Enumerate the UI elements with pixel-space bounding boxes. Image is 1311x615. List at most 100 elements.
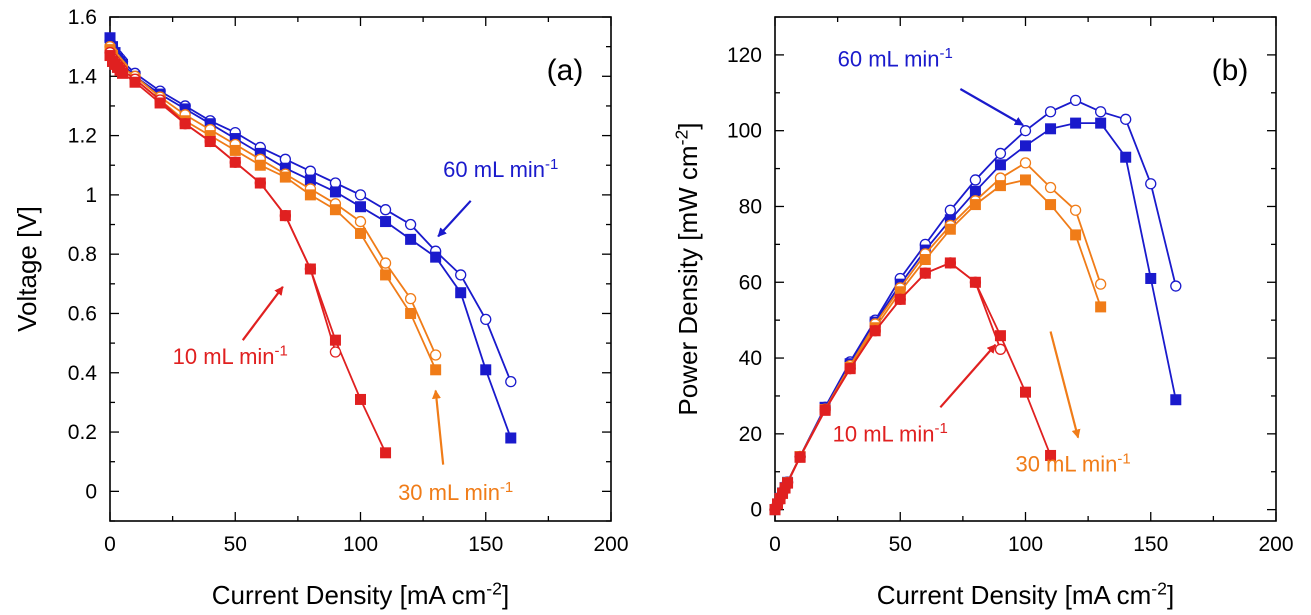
data-point-filled <box>329 204 341 216</box>
data-point-open <box>1095 106 1107 118</box>
data-point-filled <box>480 364 492 376</box>
data-point-filled <box>329 334 341 346</box>
y-axis-title: Power Density [mW cm-2] <box>671 122 703 415</box>
y-tick-label: 60 <box>739 271 762 294</box>
data-point-filled <box>355 227 366 239</box>
annotation-label: 60 mL min-1 <box>443 156 558 182</box>
series-line-open <box>774 99 1177 510</box>
text-base: 30 mL min <box>398 480 500 505</box>
data-point-filled <box>994 159 1006 171</box>
y-tick-label: 0.4 <box>68 362 98 385</box>
data-point-filled <box>1020 140 1031 152</box>
series-line-open <box>109 52 337 353</box>
data-point-filled <box>304 174 316 186</box>
text-superscript: -1 <box>500 479 513 496</box>
annotation-arrow <box>431 389 445 465</box>
series-2 <box>769 257 1057 516</box>
text-superscript: -1 <box>1117 451 1130 468</box>
data-point-filled <box>229 133 241 145</box>
data-point-filled <box>994 180 1006 192</box>
text-superscript: -1 <box>545 156 558 173</box>
x-tick-label: 150 <box>1133 533 1168 556</box>
panel-label: (b) <box>1212 54 1249 87</box>
data-point-open <box>354 215 367 228</box>
data-point-open <box>1170 280 1182 292</box>
data-point-filled <box>869 325 881 337</box>
data-point-filled <box>944 214 956 226</box>
data-point-open <box>404 218 417 231</box>
data-point-filled <box>769 504 781 516</box>
data-point-filled <box>994 330 1006 342</box>
plot-frame <box>109 16 612 522</box>
annotation: 60 mL min-1 <box>437 156 558 238</box>
series-line-filled <box>774 261 1052 510</box>
y-tick-label: 0.8 <box>68 243 97 266</box>
text-base: Current Density [mA cm <box>877 580 1152 610</box>
data-point-filled <box>782 477 794 489</box>
x-tick-label: 150 <box>468 533 503 556</box>
y-tick-label: 0 <box>750 499 762 522</box>
data-point-filled <box>204 136 216 148</box>
y-tick-label: 120 <box>727 44 762 67</box>
data-point-filled <box>104 32 116 44</box>
data-point-filled <box>229 144 241 156</box>
data-point-open <box>994 147 1007 160</box>
y-tick-label: 1.4 <box>68 65 98 88</box>
x-tick-label: 100 <box>1008 533 1043 556</box>
data-point-filled <box>1020 386 1031 398</box>
data-point-filled <box>355 393 366 405</box>
y-tick-label: 40 <box>739 347 762 370</box>
data-point-filled <box>944 257 956 269</box>
text-superscript: -1 <box>935 420 948 437</box>
data-point-filled <box>329 186 341 198</box>
data-point-filled <box>919 254 931 266</box>
text-base: 60 mL min <box>443 157 545 182</box>
data-point-filled <box>969 185 981 197</box>
data-point-open <box>354 189 367 201</box>
data-point-filled <box>1070 117 1082 129</box>
data-point-filled <box>405 307 417 319</box>
data-point-open <box>505 376 517 388</box>
annotation: 10 mL min-1 <box>173 286 288 369</box>
data-point-filled <box>405 233 417 245</box>
data-point-open <box>404 292 417 305</box>
data-point-filled <box>279 171 291 183</box>
data-point-open <box>1044 181 1057 194</box>
data-point-filled <box>1070 229 1082 241</box>
data-point-open <box>944 204 956 216</box>
data-point-filled <box>117 67 129 79</box>
data-point-filled <box>304 263 316 275</box>
chart-panel-a: 0 50 100 150 200 0 0.2 0.4 0.6 0.8 1 1.2 1.4 1.6 Curre… <box>12 6 629 610</box>
data-point-filled <box>1095 301 1107 313</box>
annotation-label: 30 mL min-1 <box>398 479 513 505</box>
y-tick-label: 80 <box>739 195 762 218</box>
data-point-open <box>1044 106 1057 118</box>
text-superscript: -2 <box>671 130 691 146</box>
data-point-filled <box>179 103 191 115</box>
data-point-filled <box>380 216 392 228</box>
x-tick-label: 200 <box>593 533 628 556</box>
y-tick-label: 1.2 <box>68 125 97 148</box>
chart-panel-b: 0 50 100 150 200 0 20 40 60 80 100 120 Current Densi… <box>671 16 1294 610</box>
text-base: Power Density [mW cm <box>673 145 703 415</box>
data-point-filled <box>944 223 956 235</box>
data-point-filled <box>1170 394 1182 406</box>
series-0 <box>104 32 517 444</box>
annotation: 30 mL min-1 <box>398 389 513 505</box>
text-end: ] <box>1167 580 1174 610</box>
annotation: 10 mL min-1 <box>833 344 997 446</box>
data-point-filled <box>254 177 266 189</box>
data-point-filled <box>1045 449 1057 461</box>
text-base: 10 mL min <box>173 344 275 369</box>
y-tick-label: 20 <box>739 423 762 446</box>
data-point-filled <box>430 251 442 263</box>
data-point-open <box>379 257 392 269</box>
data-point-filled <box>1145 272 1157 284</box>
y-tick-label: 0.2 <box>68 421 97 444</box>
data-point-filled <box>154 97 166 109</box>
x-tick-label: 0 <box>769 533 781 556</box>
data-point-filled <box>505 432 517 444</box>
data-point-filled <box>919 267 931 279</box>
data-point-open <box>969 174 982 186</box>
